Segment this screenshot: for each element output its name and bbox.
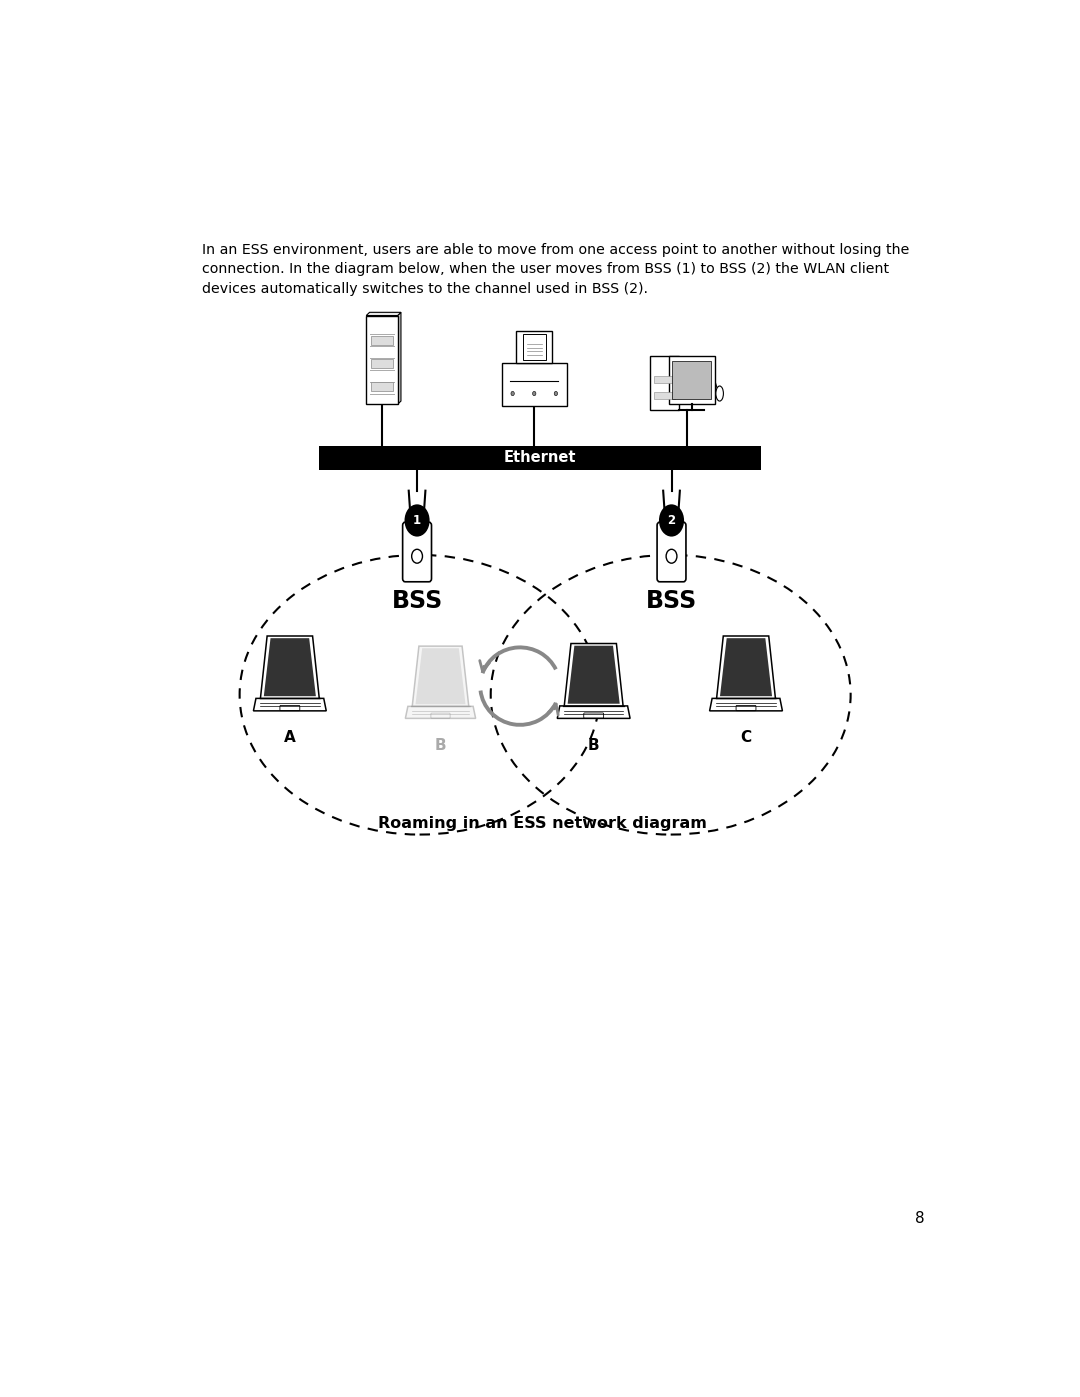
Circle shape xyxy=(405,504,430,536)
FancyBboxPatch shape xyxy=(403,522,432,581)
FancyBboxPatch shape xyxy=(372,359,393,367)
Text: Ethernet: Ethernet xyxy=(504,450,577,464)
FancyBboxPatch shape xyxy=(320,446,761,469)
Text: A: A xyxy=(284,731,296,745)
Text: connection. In the diagram below, when the user moves from BSS (1) to BSS (2) th: connection. In the diagram below, when t… xyxy=(202,263,889,277)
FancyBboxPatch shape xyxy=(523,334,545,360)
Text: 1: 1 xyxy=(413,514,421,527)
Text: BSS: BSS xyxy=(391,590,443,613)
FancyBboxPatch shape xyxy=(672,360,711,400)
Polygon shape xyxy=(405,707,475,718)
Circle shape xyxy=(532,391,536,395)
FancyBboxPatch shape xyxy=(669,356,715,404)
Polygon shape xyxy=(413,645,469,707)
Circle shape xyxy=(411,549,422,563)
FancyBboxPatch shape xyxy=(372,335,393,345)
FancyBboxPatch shape xyxy=(657,522,686,581)
FancyBboxPatch shape xyxy=(502,363,567,407)
Ellipse shape xyxy=(716,386,724,401)
FancyBboxPatch shape xyxy=(516,331,552,363)
Polygon shape xyxy=(416,648,465,704)
Circle shape xyxy=(511,391,514,395)
FancyBboxPatch shape xyxy=(372,383,393,391)
FancyBboxPatch shape xyxy=(366,316,397,404)
Polygon shape xyxy=(710,698,782,711)
Text: B: B xyxy=(434,738,446,753)
Polygon shape xyxy=(260,636,320,698)
Circle shape xyxy=(554,391,557,395)
Text: BSS: BSS xyxy=(646,590,698,613)
Polygon shape xyxy=(264,638,315,696)
Circle shape xyxy=(666,549,677,563)
FancyBboxPatch shape xyxy=(653,376,675,383)
Polygon shape xyxy=(564,644,623,705)
Polygon shape xyxy=(254,698,326,711)
FancyBboxPatch shape xyxy=(653,393,675,400)
Text: devices automatically switches to the channel used in BSS (2).: devices automatically switches to the ch… xyxy=(202,282,648,296)
Polygon shape xyxy=(366,313,401,316)
FancyBboxPatch shape xyxy=(650,356,679,409)
Polygon shape xyxy=(720,638,772,696)
Polygon shape xyxy=(717,636,775,698)
Text: B: B xyxy=(588,738,599,753)
Polygon shape xyxy=(557,705,630,718)
Text: C: C xyxy=(741,731,752,745)
Circle shape xyxy=(659,504,684,536)
Text: Roaming in an ESS network diagram: Roaming in an ESS network diagram xyxy=(378,816,707,831)
Text: 8: 8 xyxy=(915,1211,924,1227)
Polygon shape xyxy=(568,645,620,704)
Text: In an ESS environment, users are able to move from one access point to another w: In an ESS environment, users are able to… xyxy=(202,243,909,257)
Polygon shape xyxy=(397,313,401,404)
Text: 2: 2 xyxy=(667,514,676,527)
